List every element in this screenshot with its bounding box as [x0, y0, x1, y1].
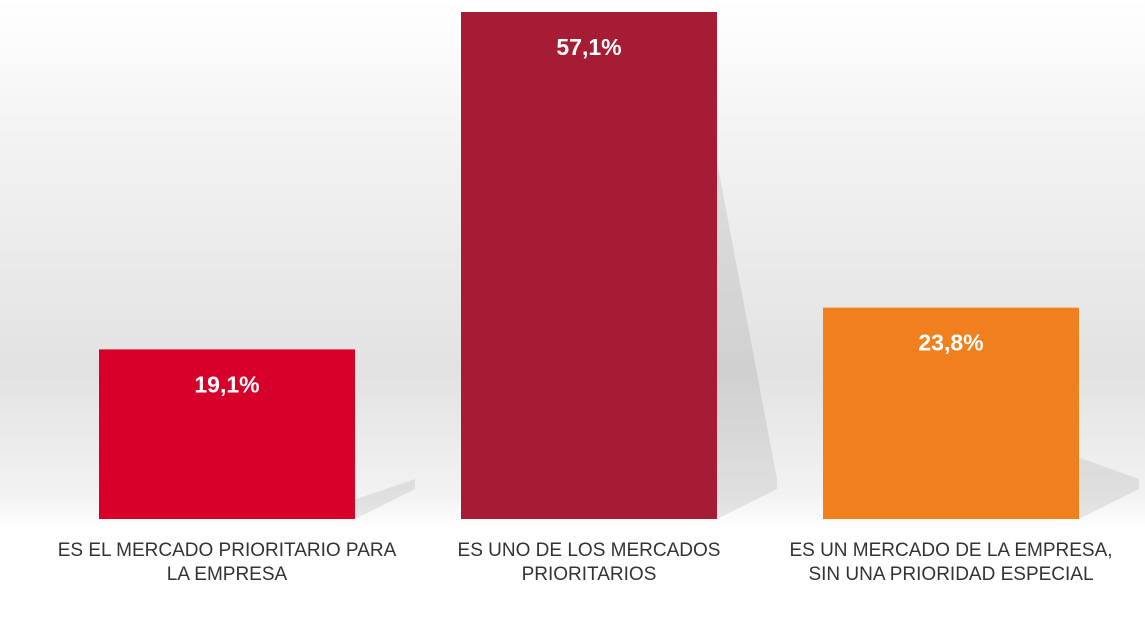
value-label: 57,1% [556, 34, 621, 60]
value-label: 23,8% [918, 330, 983, 356]
bar-shadow [717, 162, 777, 519]
bar [461, 12, 717, 519]
bar [99, 349, 355, 519]
x-tick-label: ES EL MERCADO PRIORITARIO PARA LA EMPRES… [57, 540, 397, 585]
bar-shadow [355, 479, 415, 519]
x-tick-label: ES UNO DE LOS MERCADOS PRIORITARIOS [457, 540, 721, 585]
value-label: 19,1% [194, 371, 259, 397]
x-tick-label: ES UN MERCADO DE LA EMPRESA, SIN UNA PRI… [789, 540, 1113, 585]
bar [823, 307, 1079, 519]
bar-shadow [1079, 457, 1139, 519]
